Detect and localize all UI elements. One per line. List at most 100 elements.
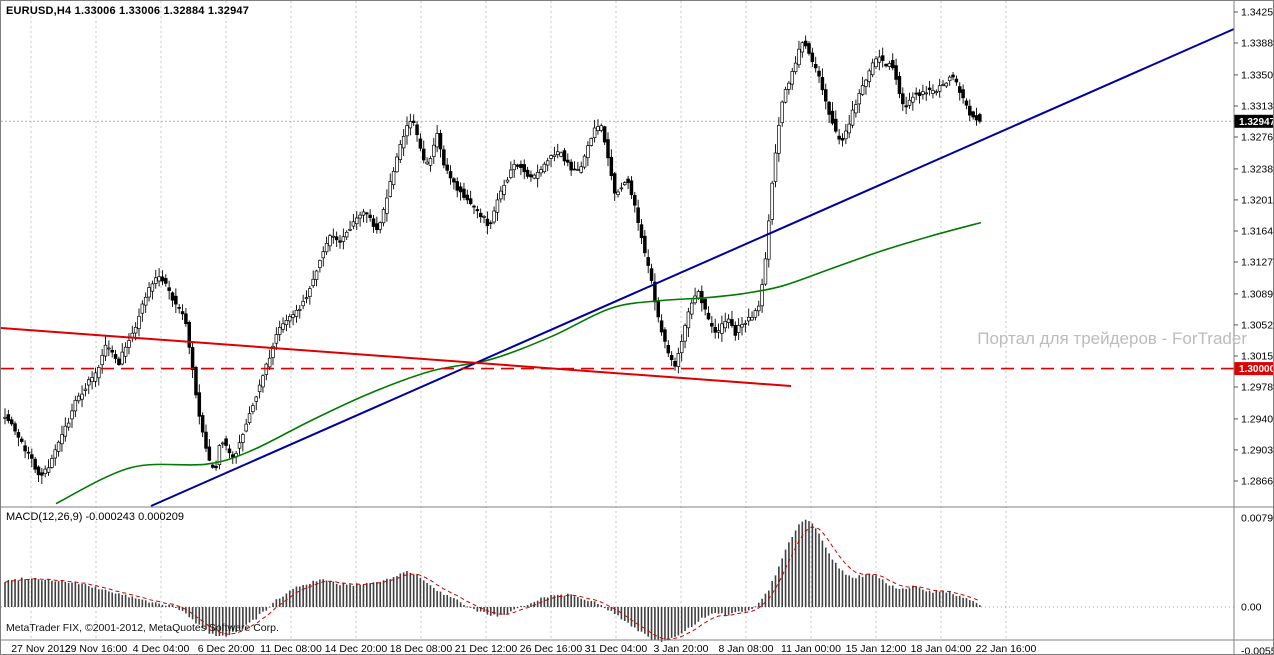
macd-histogram-bar — [87, 586, 90, 607]
time-axis-label: 27 Nov 2012 — [11, 643, 71, 655]
candle-bullish — [247, 413, 252, 423]
price-axis-label: 1.29780 — [1241, 382, 1274, 394]
macd-histogram-bar — [871, 574, 874, 607]
macd-histogram-bar — [376, 582, 378, 607]
price-axis-label: 1.32760 — [1241, 132, 1274, 144]
candle-bearish — [20, 438, 24, 442]
candle-bullish — [676, 353, 681, 367]
candle-bullish — [123, 346, 128, 357]
candle-bearish — [609, 156, 614, 176]
candle-bullish — [120, 351, 124, 365]
candle-bullish — [147, 287, 151, 298]
candle-bearish — [368, 214, 372, 218]
candle-bullish — [877, 56, 882, 63]
candle-bullish — [864, 79, 868, 87]
candle-bullish — [358, 214, 362, 219]
macd-histogram-bar — [208, 607, 211, 634]
macd-histogram-bar — [295, 586, 298, 607]
macd-histogram-bar — [905, 588, 907, 607]
candle-bearish — [224, 438, 228, 446]
macd-histogram-bar — [654, 607, 656, 641]
macd-histogram-bar — [74, 582, 77, 607]
macd-histogram-bar — [446, 595, 448, 607]
descending-trendline[interactable] — [1, 327, 792, 387]
macd-histogram-bar — [955, 596, 958, 607]
macd-histogram-bar — [128, 597, 130, 607]
candle-bearish — [227, 448, 232, 454]
macd-histogram-bar — [459, 602, 462, 607]
macd-histogram-bar — [91, 587, 93, 607]
candle-bullish — [348, 228, 352, 231]
candle-bearish — [636, 207, 640, 223]
candle-bullish — [291, 314, 295, 318]
candle-bearish — [40, 472, 44, 476]
macd-histogram-bar — [603, 607, 606, 609]
macd-histogram-bar — [201, 607, 204, 628]
candle-bearish — [415, 124, 419, 136]
candle-bullish — [743, 322, 748, 325]
candle-bearish — [562, 150, 567, 162]
candle-bearish — [626, 178, 630, 183]
candle-bullish — [726, 318, 731, 323]
macd-histogram-bar — [158, 603, 160, 607]
candle-bearish — [23, 445, 27, 452]
candle-bearish — [452, 178, 456, 183]
price-axis-label: 1.32010 — [1241, 194, 1274, 206]
candle-bullish — [482, 216, 486, 218]
candle-bullish — [753, 310, 758, 318]
macd-histogram-bar — [67, 582, 70, 607]
macd-histogram-bar — [975, 602, 978, 607]
macd-histogram-bar — [928, 590, 931, 607]
candle-bullish — [298, 309, 302, 311]
candle-bearish — [455, 181, 460, 191]
macd-histogram-bar — [396, 576, 398, 607]
macd-histogram-bar — [580, 598, 582, 607]
macd-histogram-bar — [124, 594, 127, 607]
macd-histogram-bar — [737, 607, 740, 612]
macd-histogram-bar — [684, 607, 686, 632]
candle-bearish — [16, 432, 21, 438]
ma-line[interactable] — [55, 221, 982, 505]
candle-bullish — [281, 323, 285, 330]
candle-bullish — [140, 303, 145, 314]
candle-bearish — [837, 135, 841, 140]
macd-histogram-bar — [262, 607, 264, 612]
macd-histogram-bar — [305, 584, 308, 607]
candle-bullish — [133, 326, 138, 334]
time-axis-label: 8 Jan 08:00 — [719, 643, 774, 655]
macd-histogram-bar — [27, 579, 30, 607]
macd-histogram-bar — [372, 582, 375, 607]
candle-bullish — [867, 70, 872, 82]
candle-bearish — [569, 161, 573, 171]
macd-histogram-bar — [570, 594, 572, 607]
time-axis-label: 18 Dec 08:00 — [390, 643, 453, 655]
candle-bullish — [251, 405, 255, 413]
candle-bullish — [244, 423, 248, 432]
ascending-trendline[interactable] — [150, 28, 1235, 507]
candle-bearish — [170, 292, 175, 301]
candle-bearish — [612, 173, 617, 194]
candle-bearish — [730, 319, 734, 326]
macd-histogram-bar — [178, 607, 180, 611]
candle-bullish — [539, 169, 543, 174]
candle-bullish — [797, 48, 801, 66]
candle-bearish — [194, 367, 198, 396]
macd-histogram-bar — [255, 607, 258, 620]
macd-histogram-bar — [386, 578, 388, 607]
candle-bullish — [60, 434, 64, 445]
macd-histogram-bar — [352, 586, 355, 607]
macd-histogram-bar — [215, 607, 217, 636]
candle-bullish — [870, 62, 875, 76]
macd-histogram-bar — [98, 589, 100, 607]
candle-bullish — [257, 384, 262, 393]
macd-histogram-bar — [325, 580, 328, 607]
macd-histogram-bar — [312, 580, 314, 607]
candle-bullish — [435, 133, 439, 148]
candle-bearish — [465, 194, 470, 201]
macd-histogram-bar — [268, 606, 271, 608]
price-axis-label: 1.28660 — [1241, 476, 1274, 488]
candle-bearish — [954, 78, 959, 83]
macd-histogram-bar — [84, 584, 87, 607]
candle-bullish — [277, 327, 282, 335]
